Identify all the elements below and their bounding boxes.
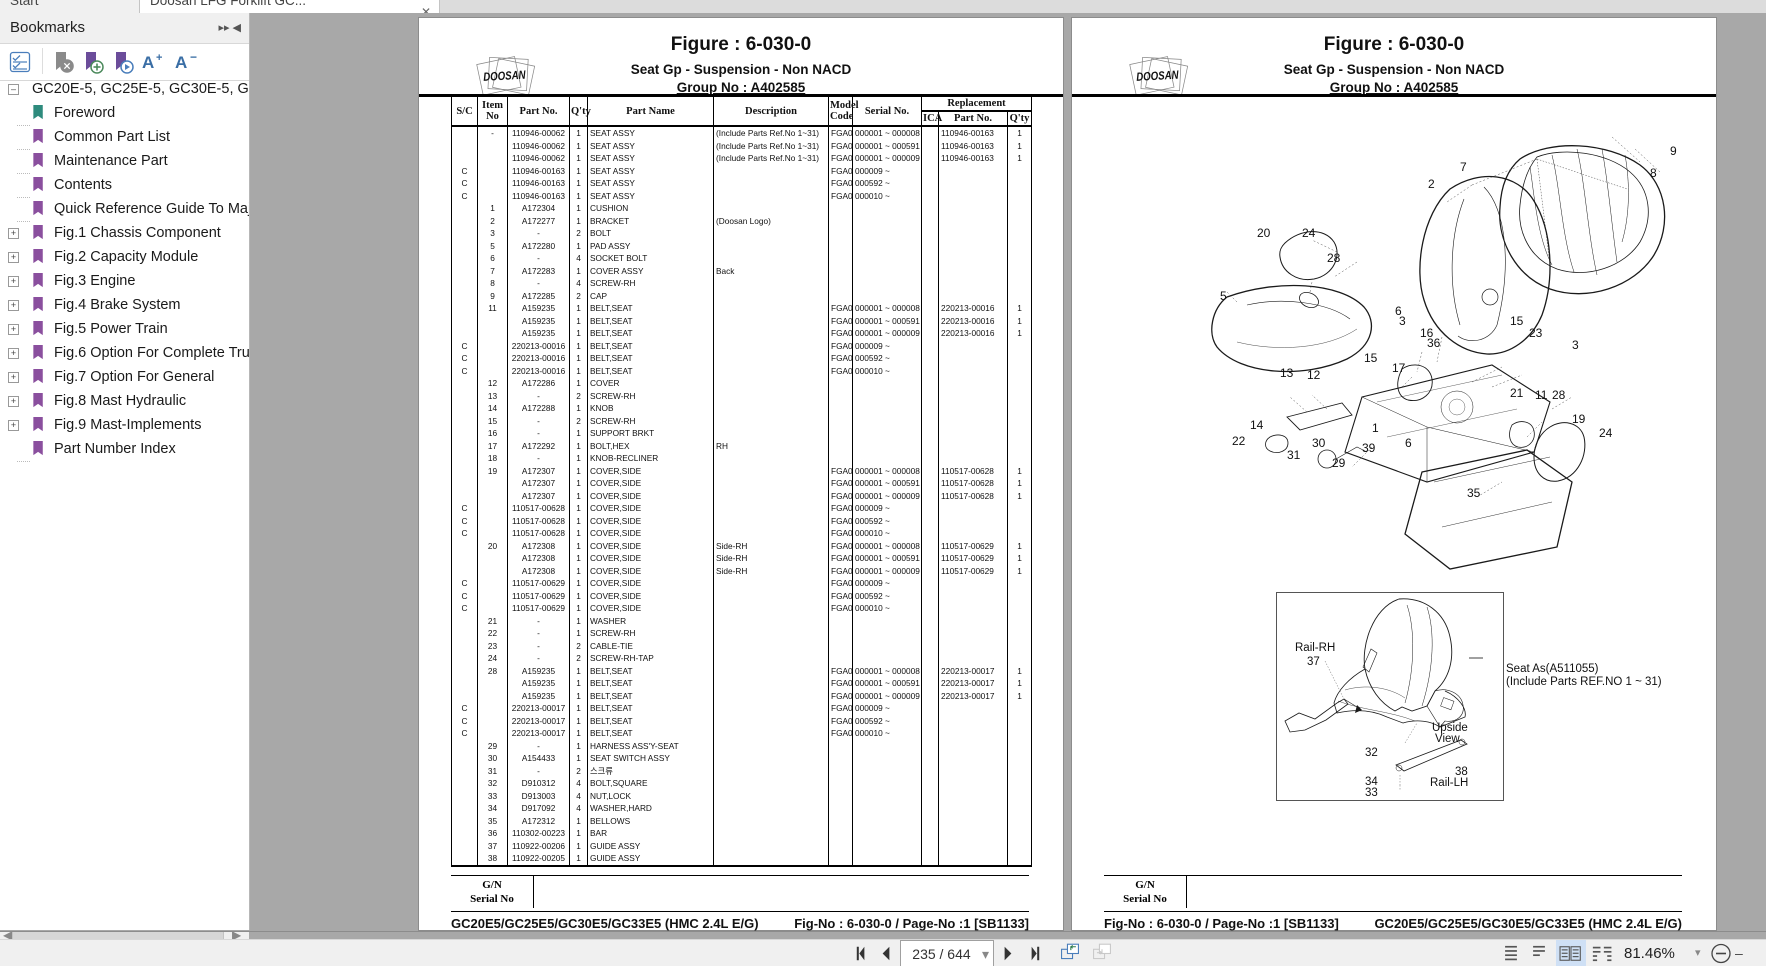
svg-text:17: 17 — [1392, 361, 1406, 375]
svg-text:11: 11 — [1535, 388, 1548, 402]
svg-text:35: 35 — [1467, 486, 1481, 500]
svg-text:12: 12 — [1307, 368, 1321, 382]
svg-text:39: 39 — [1362, 441, 1376, 455]
svg-text:22: 22 — [1232, 434, 1246, 448]
svg-text:15: 15 — [1364, 351, 1378, 365]
svg-text:View: View — [1435, 733, 1460, 745]
svg-text:30: 30 — [1312, 436, 1326, 450]
svg-text:19: 19 — [1572, 412, 1586, 426]
svg-text:15: 15 — [1510, 314, 1524, 328]
svg-text:7: 7 — [1460, 160, 1467, 174]
svg-text:37: 37 — [1307, 656, 1320, 668]
svg-text:32: 32 — [1365, 747, 1378, 759]
svg-text:8: 8 — [1650, 166, 1657, 180]
svg-text:24: 24 — [1302, 226, 1316, 240]
svg-text:+: + — [156, 52, 162, 64]
svg-text:9: 9 — [1670, 144, 1677, 158]
svg-text:36: 36 — [1427, 336, 1441, 350]
svg-text:13: 13 — [1280, 366, 1294, 380]
svg-text:5: 5 — [1220, 289, 1227, 303]
svg-text:29: 29 — [1332, 456, 1346, 470]
svg-text:28: 28 — [1552, 388, 1566, 402]
svg-text:6: 6 — [1395, 304, 1402, 318]
svg-text:23: 23 — [1529, 326, 1543, 340]
svg-text:A: A — [142, 53, 154, 72]
svg-text:Rail-RH: Rail-RH — [1295, 642, 1335, 654]
svg-text:20: 20 — [1257, 226, 1271, 240]
svg-text:6: 6 — [1405, 436, 1412, 450]
svg-text:14: 14 — [1250, 418, 1264, 432]
svg-text:2: 2 — [1428, 177, 1435, 191]
svg-text:28: 28 — [1327, 251, 1341, 265]
svg-text:Rail-LH: Rail-LH — [1430, 777, 1468, 789]
svg-text:31: 31 — [1287, 448, 1301, 462]
svg-text:−: − — [190, 50, 197, 64]
svg-text:24: 24 — [1599, 426, 1613, 440]
svg-text:A: A — [175, 53, 187, 72]
svg-text:21: 21 — [1510, 386, 1524, 400]
svg-text:1: 1 — [1372, 421, 1379, 435]
svg-text:3: 3 — [1572, 338, 1579, 352]
svg-text:33: 33 — [1365, 787, 1378, 799]
